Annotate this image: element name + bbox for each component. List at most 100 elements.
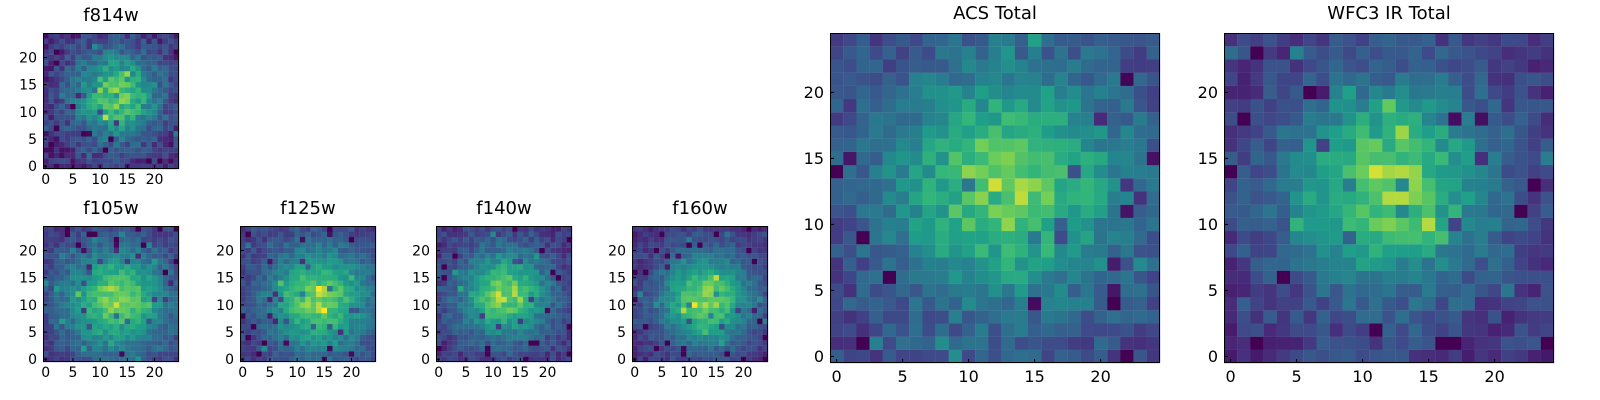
heatmap-cell bbox=[1146, 191, 1161, 205]
heatmap-cell bbox=[463, 269, 469, 276]
heatmap-cell bbox=[151, 302, 158, 308]
heatmap-cell bbox=[702, 269, 709, 276]
heatmap-cell bbox=[446, 318, 453, 325]
heatmap-cell bbox=[1514, 244, 1528, 258]
heatmap-cell bbox=[250, 302, 257, 308]
heatmap-cell bbox=[975, 72, 989, 86]
heatmap-cell bbox=[735, 226, 741, 232]
heatmap-cell bbox=[91, 247, 98, 254]
heatmap-cell bbox=[86, 258, 93, 265]
heatmap-cell bbox=[523, 269, 529, 276]
heatmap-cell bbox=[566, 340, 573, 346]
heatmap-cell bbox=[479, 318, 486, 325]
heatmap-cell bbox=[1369, 283, 1383, 298]
heatmap-cell bbox=[370, 269, 377, 276]
heatmap-cell bbox=[43, 158, 49, 164]
heatmap-cell bbox=[135, 334, 142, 341]
heatmap-cell bbox=[75, 329, 82, 335]
heatmap-cell bbox=[283, 285, 290, 292]
heatmap-cell bbox=[1316, 99, 1330, 113]
heatmap-cell bbox=[648, 236, 654, 243]
heatmap-cell bbox=[922, 336, 936, 350]
heatmap-cell bbox=[664, 236, 671, 243]
heatmap-cell bbox=[1094, 270, 1108, 284]
heatmap-cell bbox=[124, 242, 131, 248]
heatmap-cell bbox=[86, 291, 93, 297]
heatmap-cell bbox=[168, 329, 174, 335]
heatmap-cell bbox=[463, 236, 469, 243]
heatmap-cell bbox=[490, 351, 496, 357]
heatmap-cell bbox=[452, 296, 458, 303]
heatmap-cell bbox=[697, 356, 703, 363]
heatmap-cell bbox=[162, 141, 169, 148]
heatmap-cell bbox=[310, 351, 317, 357]
heatmap-cell bbox=[75, 236, 82, 243]
heatmap-cell bbox=[151, 98, 158, 104]
heatmap-cell bbox=[102, 253, 109, 259]
heatmap-cell bbox=[365, 231, 371, 238]
heatmap-cell bbox=[261, 285, 268, 292]
heatmap-cell bbox=[441, 236, 448, 243]
heatmap-cell bbox=[299, 253, 306, 259]
heatmap-cell bbox=[135, 141, 142, 148]
heatmap-cell bbox=[294, 302, 300, 308]
heatmap-cell bbox=[751, 307, 758, 314]
heatmap-cell bbox=[1014, 270, 1029, 284]
heatmap-cell bbox=[922, 178, 936, 192]
heatmap-cell bbox=[113, 92, 120, 99]
heatmap-cell bbox=[119, 302, 125, 308]
heatmap-cell bbox=[119, 141, 125, 148]
heatmap-cell bbox=[168, 307, 174, 314]
heatmap-cell bbox=[632, 253, 638, 259]
heatmap-cell bbox=[740, 280, 747, 286]
heatmap-cell bbox=[446, 307, 453, 314]
heatmap-cell bbox=[256, 334, 262, 341]
heatmap-cell bbox=[1488, 85, 1502, 100]
heatmap-cell bbox=[108, 258, 114, 265]
heatmap-cell bbox=[140, 163, 147, 170]
heatmap-cell bbox=[713, 231, 720, 238]
heatmap-cell bbox=[299, 264, 306, 270]
heatmap-cell bbox=[1501, 59, 1515, 73]
heatmap-cell bbox=[59, 264, 65, 270]
heatmap-cell bbox=[468, 285, 475, 292]
heatmap-cell bbox=[479, 226, 486, 232]
heatmap-cell bbox=[882, 204, 897, 218]
heatmap-cell bbox=[294, 253, 300, 259]
heatmap-cell bbox=[354, 280, 360, 286]
heatmap-cell bbox=[724, 247, 731, 254]
heatmap-cell bbox=[729, 280, 736, 286]
heatmap-cell bbox=[97, 236, 103, 243]
heatmap-cell bbox=[561, 356, 567, 363]
heatmap-cell bbox=[1263, 283, 1277, 298]
heatmap-cell bbox=[146, 345, 152, 352]
heatmap-cell bbox=[130, 125, 136, 132]
heatmap-cell bbox=[305, 269, 311, 276]
heatmap-cell bbox=[130, 329, 136, 335]
heatmap-cell bbox=[348, 318, 355, 325]
heatmap-cell bbox=[157, 49, 163, 55]
heatmap-cell bbox=[1408, 46, 1423, 60]
heatmap-cell bbox=[365, 313, 371, 319]
heatmap-cell bbox=[501, 285, 507, 292]
heatmap-cell bbox=[1382, 72, 1396, 86]
heatmap-cell bbox=[474, 269, 480, 276]
heatmap-cell bbox=[1250, 297, 1264, 311]
heatmap-cell bbox=[436, 264, 442, 270]
heatmap-cell bbox=[1501, 336, 1515, 350]
heatmap-cell bbox=[146, 253, 152, 259]
heatmap-cell bbox=[1107, 85, 1121, 100]
heatmap-cell bbox=[1501, 204, 1515, 218]
heatmap-cell bbox=[75, 49, 82, 55]
heatmap-cell bbox=[146, 302, 152, 308]
heatmap-cell bbox=[988, 297, 1002, 311]
heatmap-cell bbox=[648, 274, 654, 281]
heatmap-cell bbox=[632, 236, 638, 243]
heatmap-cell bbox=[962, 112, 976, 126]
heatmap-cell bbox=[1001, 257, 1015, 271]
heatmap-cell bbox=[294, 296, 300, 303]
heatmap-cell bbox=[48, 318, 55, 325]
heatmap-cell bbox=[348, 280, 355, 286]
heatmap-cell bbox=[310, 247, 317, 254]
heatmap-cell bbox=[670, 242, 676, 248]
